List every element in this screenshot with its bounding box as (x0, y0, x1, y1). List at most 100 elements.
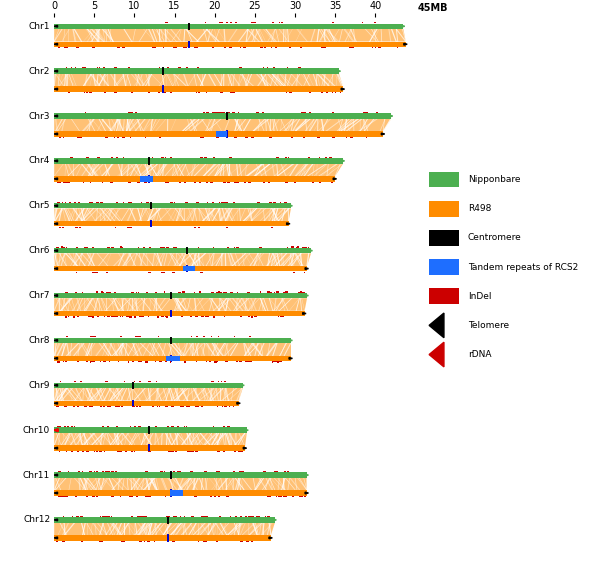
Bar (129, 316, 132, 318)
Bar (137, 182, 140, 183)
Bar (133, 361, 134, 362)
Bar (228, 182, 231, 183)
Bar (240, 381, 241, 383)
Text: Chr5: Chr5 (29, 201, 50, 210)
Bar (57, 541, 58, 542)
Bar (332, 182, 334, 183)
Bar (264, 47, 267, 48)
Bar (270, 246, 272, 248)
Bar (184, 361, 186, 362)
Bar (64, 47, 67, 48)
Bar (323, 47, 326, 48)
Bar (54, 176, 335, 182)
Bar (181, 316, 183, 318)
Bar (252, 316, 253, 318)
Bar (84, 92, 85, 93)
Bar (56, 67, 57, 68)
Bar (217, 471, 220, 472)
Bar (186, 426, 187, 427)
Bar (132, 361, 133, 362)
Bar (207, 202, 208, 203)
Bar (194, 47, 197, 48)
Bar (137, 516, 140, 517)
Bar (88, 92, 92, 93)
Bar (155, 361, 156, 362)
Bar (207, 67, 208, 68)
Bar (178, 67, 181, 68)
Bar (104, 406, 105, 407)
Bar (308, 157, 309, 158)
Bar (248, 316, 249, 317)
Bar (211, 336, 212, 338)
Bar (230, 292, 233, 293)
Bar (253, 22, 255, 24)
Bar (223, 47, 226, 48)
Bar (335, 92, 336, 93)
Bar (262, 182, 264, 183)
Bar (169, 516, 170, 517)
Bar (108, 406, 111, 407)
Text: Chr1: Chr1 (29, 22, 50, 31)
Bar (129, 426, 131, 427)
Bar (376, 112, 378, 113)
Bar (195, 451, 197, 452)
Bar (185, 201, 186, 203)
Bar (222, 112, 225, 113)
Bar (429, 230, 459, 246)
Bar (144, 182, 147, 183)
Bar (229, 47, 232, 48)
Polygon shape (389, 115, 393, 117)
Bar (172, 451, 174, 452)
Bar (129, 496, 132, 497)
Bar (96, 451, 98, 452)
Polygon shape (333, 178, 337, 180)
Bar (165, 157, 166, 158)
Bar (220, 292, 222, 293)
Bar (76, 516, 79, 517)
Polygon shape (54, 254, 311, 266)
Bar (257, 516, 260, 517)
Bar (154, 381, 157, 383)
Bar (136, 336, 139, 338)
Bar (170, 157, 172, 158)
Bar (85, 112, 87, 113)
Polygon shape (337, 70, 341, 72)
Bar (206, 361, 208, 362)
Bar (230, 92, 232, 93)
Text: Chr6: Chr6 (29, 246, 50, 255)
Bar (226, 22, 228, 24)
Bar (194, 227, 196, 228)
Bar (196, 92, 197, 93)
Polygon shape (273, 519, 276, 521)
Bar (304, 496, 306, 497)
Bar (102, 516, 104, 517)
Bar (272, 361, 273, 362)
Bar (214, 361, 217, 362)
Bar (209, 496, 213, 497)
Bar (90, 337, 92, 338)
Bar (238, 361, 242, 362)
Bar (79, 471, 80, 472)
Bar (332, 137, 335, 138)
Bar (107, 471, 109, 472)
Bar (130, 112, 133, 113)
Bar (106, 292, 109, 293)
Bar (224, 316, 225, 318)
Bar (134, 426, 137, 427)
Bar (200, 272, 203, 273)
Bar (188, 451, 192, 452)
Bar (77, 137, 79, 138)
Bar (196, 337, 199, 338)
Bar (56, 247, 59, 248)
Bar (130, 137, 131, 138)
Bar (60, 496, 63, 497)
Bar (205, 516, 208, 517)
Bar (229, 516, 231, 517)
Bar (156, 227, 158, 228)
Polygon shape (309, 250, 312, 251)
Bar (115, 406, 117, 407)
Bar (174, 247, 177, 248)
Bar (257, 201, 259, 203)
Bar (239, 471, 242, 472)
Bar (325, 157, 327, 158)
